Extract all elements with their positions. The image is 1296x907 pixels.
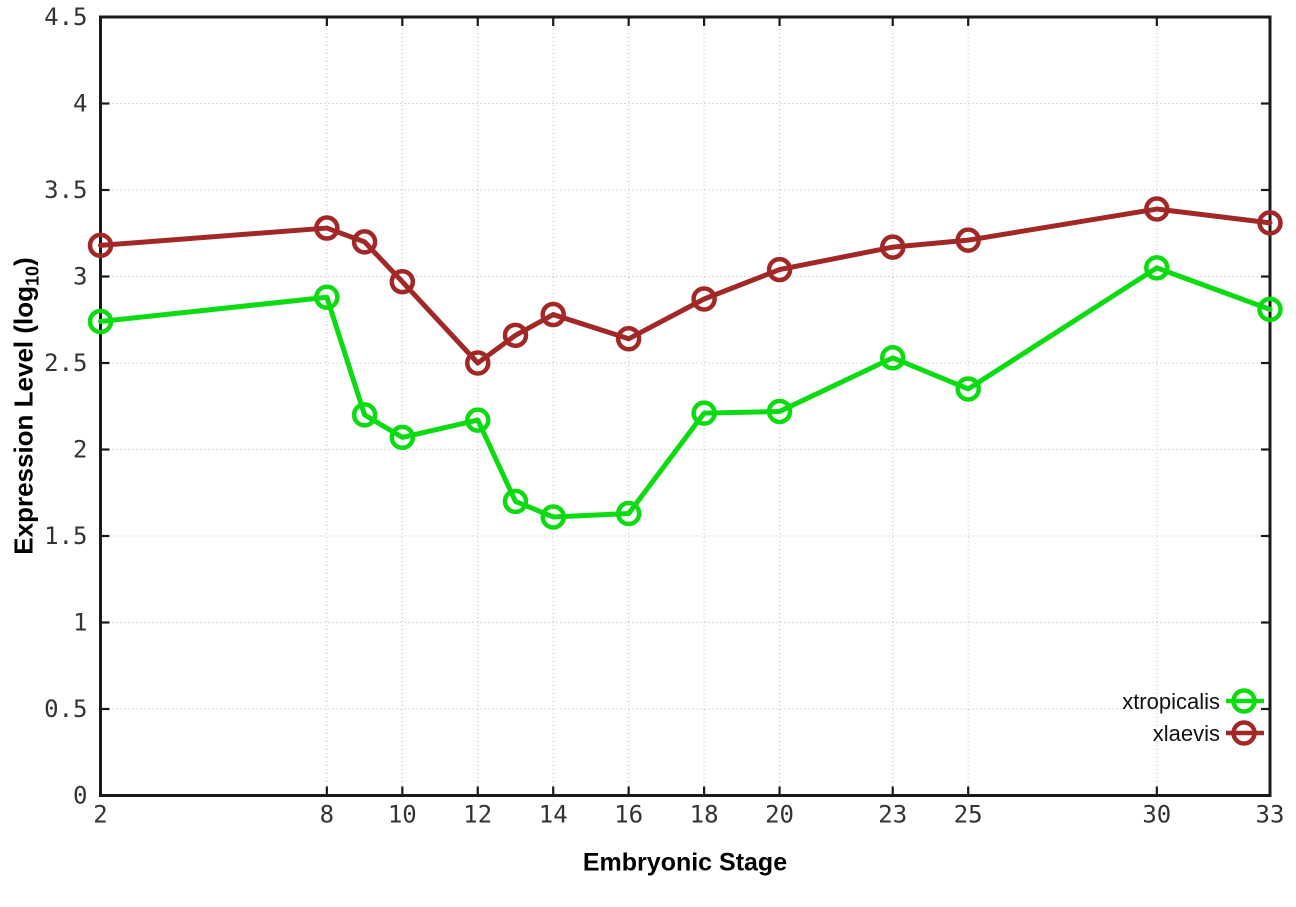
data-point-marker-xlaevis <box>1144 196 1170 222</box>
series-xtropicalis <box>87 255 1283 530</box>
y-axis-label-text: Expression Level (log <box>8 285 39 555</box>
y-axis-label-subscript: 10 <box>22 265 43 286</box>
y-tick-label: 2.5 <box>44 349 87 377</box>
data-point-marker-xlaevis <box>465 350 491 376</box>
data-point-marker-xlaevis <box>87 232 114 259</box>
data-point-marker-xtropicalis <box>87 308 114 335</box>
data-point-marker-xtropicalis <box>314 284 340 311</box>
x-tick-label: 2 <box>93 801 107 829</box>
data-point-marker-xlaevis <box>314 215 340 241</box>
data-point-marker-xtropicalis <box>691 400 717 426</box>
legend-entry-xlaevis: xlaevis <box>1153 720 1264 746</box>
x-tick-label: 10 <box>388 801 417 829</box>
data-point-marker-xlaevis <box>1257 210 1283 236</box>
axis-ticks <box>99 15 1272 797</box>
x-tick-label: 16 <box>614 801 643 829</box>
data-point-marker-xlaevis <box>766 256 793 283</box>
y-axis-label-suffix: ) <box>8 257 39 266</box>
y-tick-label: 0 <box>73 782 87 810</box>
data-point-marker-xlaevis <box>879 234 906 260</box>
x-tick-label: 18 <box>690 801 719 829</box>
y-tick-label: 3.5 <box>44 176 87 204</box>
data-point-marker-xlaevis <box>955 227 981 253</box>
x-tick-label: 14 <box>539 801 568 829</box>
data-point-marker-xlaevis <box>389 268 416 295</box>
x-tick-label: 23 <box>878 801 907 829</box>
data-point-marker-xtropicalis <box>615 500 642 527</box>
data-point-marker-xtropicalis <box>502 488 529 515</box>
x-tick-label: 20 <box>765 801 794 829</box>
y-tick-label: 3 <box>73 263 87 291</box>
tick-labels: 0 0.5 1 1.5 2 2.5 3 3.5 4 4.5 2 8 10 12 14 16 18 20 23 25 30… <box>44 3 1284 829</box>
x-tick-label: 8 <box>320 801 334 829</box>
data-point-marker-xtropicalis <box>389 424 416 451</box>
y-tick-label: 4 <box>73 90 87 118</box>
data-point-marker-xtropicalis <box>879 345 906 371</box>
data-point-marker-xlaevis <box>540 301 566 328</box>
data-point-marker-xtropicalis <box>351 402 378 428</box>
data-point-marker-xtropicalis <box>766 398 793 425</box>
y-tick-label: 2 <box>73 436 87 464</box>
data-point-marker-xtropicalis <box>955 376 981 402</box>
x-tick-label: 25 <box>954 801 983 829</box>
legend-entry-xtropicalis: xtropicalis <box>1122 688 1264 714</box>
data-point-marker-xtropicalis <box>1257 296 1283 323</box>
x-axis-label: Embryonic Stage <box>582 848 788 877</box>
x-tick-label: 30 <box>1142 801 1171 829</box>
data-point-marker-xlaevis <box>502 322 529 349</box>
y-tick-label: 1 <box>73 609 87 637</box>
x-tick-label: 12 <box>463 801 492 829</box>
legend: xtropicalis xlaevis <box>1122 688 1264 746</box>
series-line-xtropicalis <box>98 265 1273 520</box>
data-point-marker-xlaevis <box>615 326 642 352</box>
legend-label-xlaevis: xlaevis <box>1153 721 1220 746</box>
data-point-marker-xlaevis <box>691 286 717 312</box>
data-point-marker-xtropicalis <box>1144 255 1170 281</box>
y-axis-label: Expression Level (log10) <box>8 257 43 554</box>
gridlines <box>100 17 1270 796</box>
legend-marker-xtropicalis <box>1231 688 1257 714</box>
legend-marker-xlaevis <box>1231 720 1257 746</box>
plot-border <box>99 15 1272 797</box>
x-tick-label: 33 <box>1256 801 1285 829</box>
data-point-marker-xtropicalis <box>465 407 491 433</box>
y-tick-label: 1.5 <box>44 522 87 550</box>
series-xlaevis <box>87 196 1283 376</box>
y-tick-label: 4.5 <box>44 3 87 31</box>
y-tick-label: 0.5 <box>44 695 87 723</box>
data-point-marker-xlaevis <box>351 229 378 255</box>
series-line-xlaevis <box>98 206 1273 366</box>
legend-label-xtropicalis: xtropicalis <box>1122 689 1220 714</box>
data-point-marker-xtropicalis <box>540 504 566 530</box>
